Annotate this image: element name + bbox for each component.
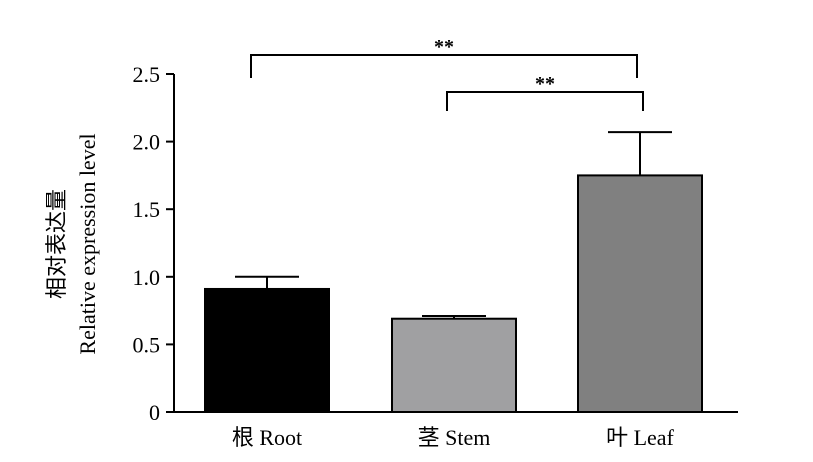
bar [391, 317, 517, 414]
bar [577, 174, 703, 413]
bars [204, 174, 703, 414]
significance-brackets: ** ** [250, 36, 644, 111]
y-tick-label: 2.0 [133, 130, 161, 155]
x-tick-labels: 根 Root 茎 Stem 叶 Leaf [232, 425, 675, 450]
significance-bracket [446, 91, 644, 111]
y-axis-label-line-1: 相对表达量 [44, 189, 69, 299]
y-tick-label: 0 [149, 400, 160, 425]
y-tick-label: 2.5 [133, 62, 161, 87]
significance-label: ** [535, 73, 555, 95]
error-bars [235, 131, 672, 319]
y-tick-label: 1.0 [133, 265, 161, 290]
y-axis-label-line-2: Relative expression level [75, 133, 100, 354]
significance-label: ** [434, 36, 454, 58]
y-tick-label: 1.5 [133, 197, 161, 222]
significance-bracket [250, 54, 638, 78]
y-ticks: 0 0.5 1.0 1.5 2.0 2.5 [133, 62, 174, 425]
bar [204, 287, 330, 413]
x-tick-label: 叶 Leaf [606, 425, 674, 450]
x-tick-label: 茎 Stem [418, 425, 491, 450]
x-tick-label: 根 Root [232, 425, 302, 450]
y-axis-label: 相对表达量 Relative expression level [44, 133, 100, 354]
y-tick-label: 0.5 [133, 332, 161, 357]
